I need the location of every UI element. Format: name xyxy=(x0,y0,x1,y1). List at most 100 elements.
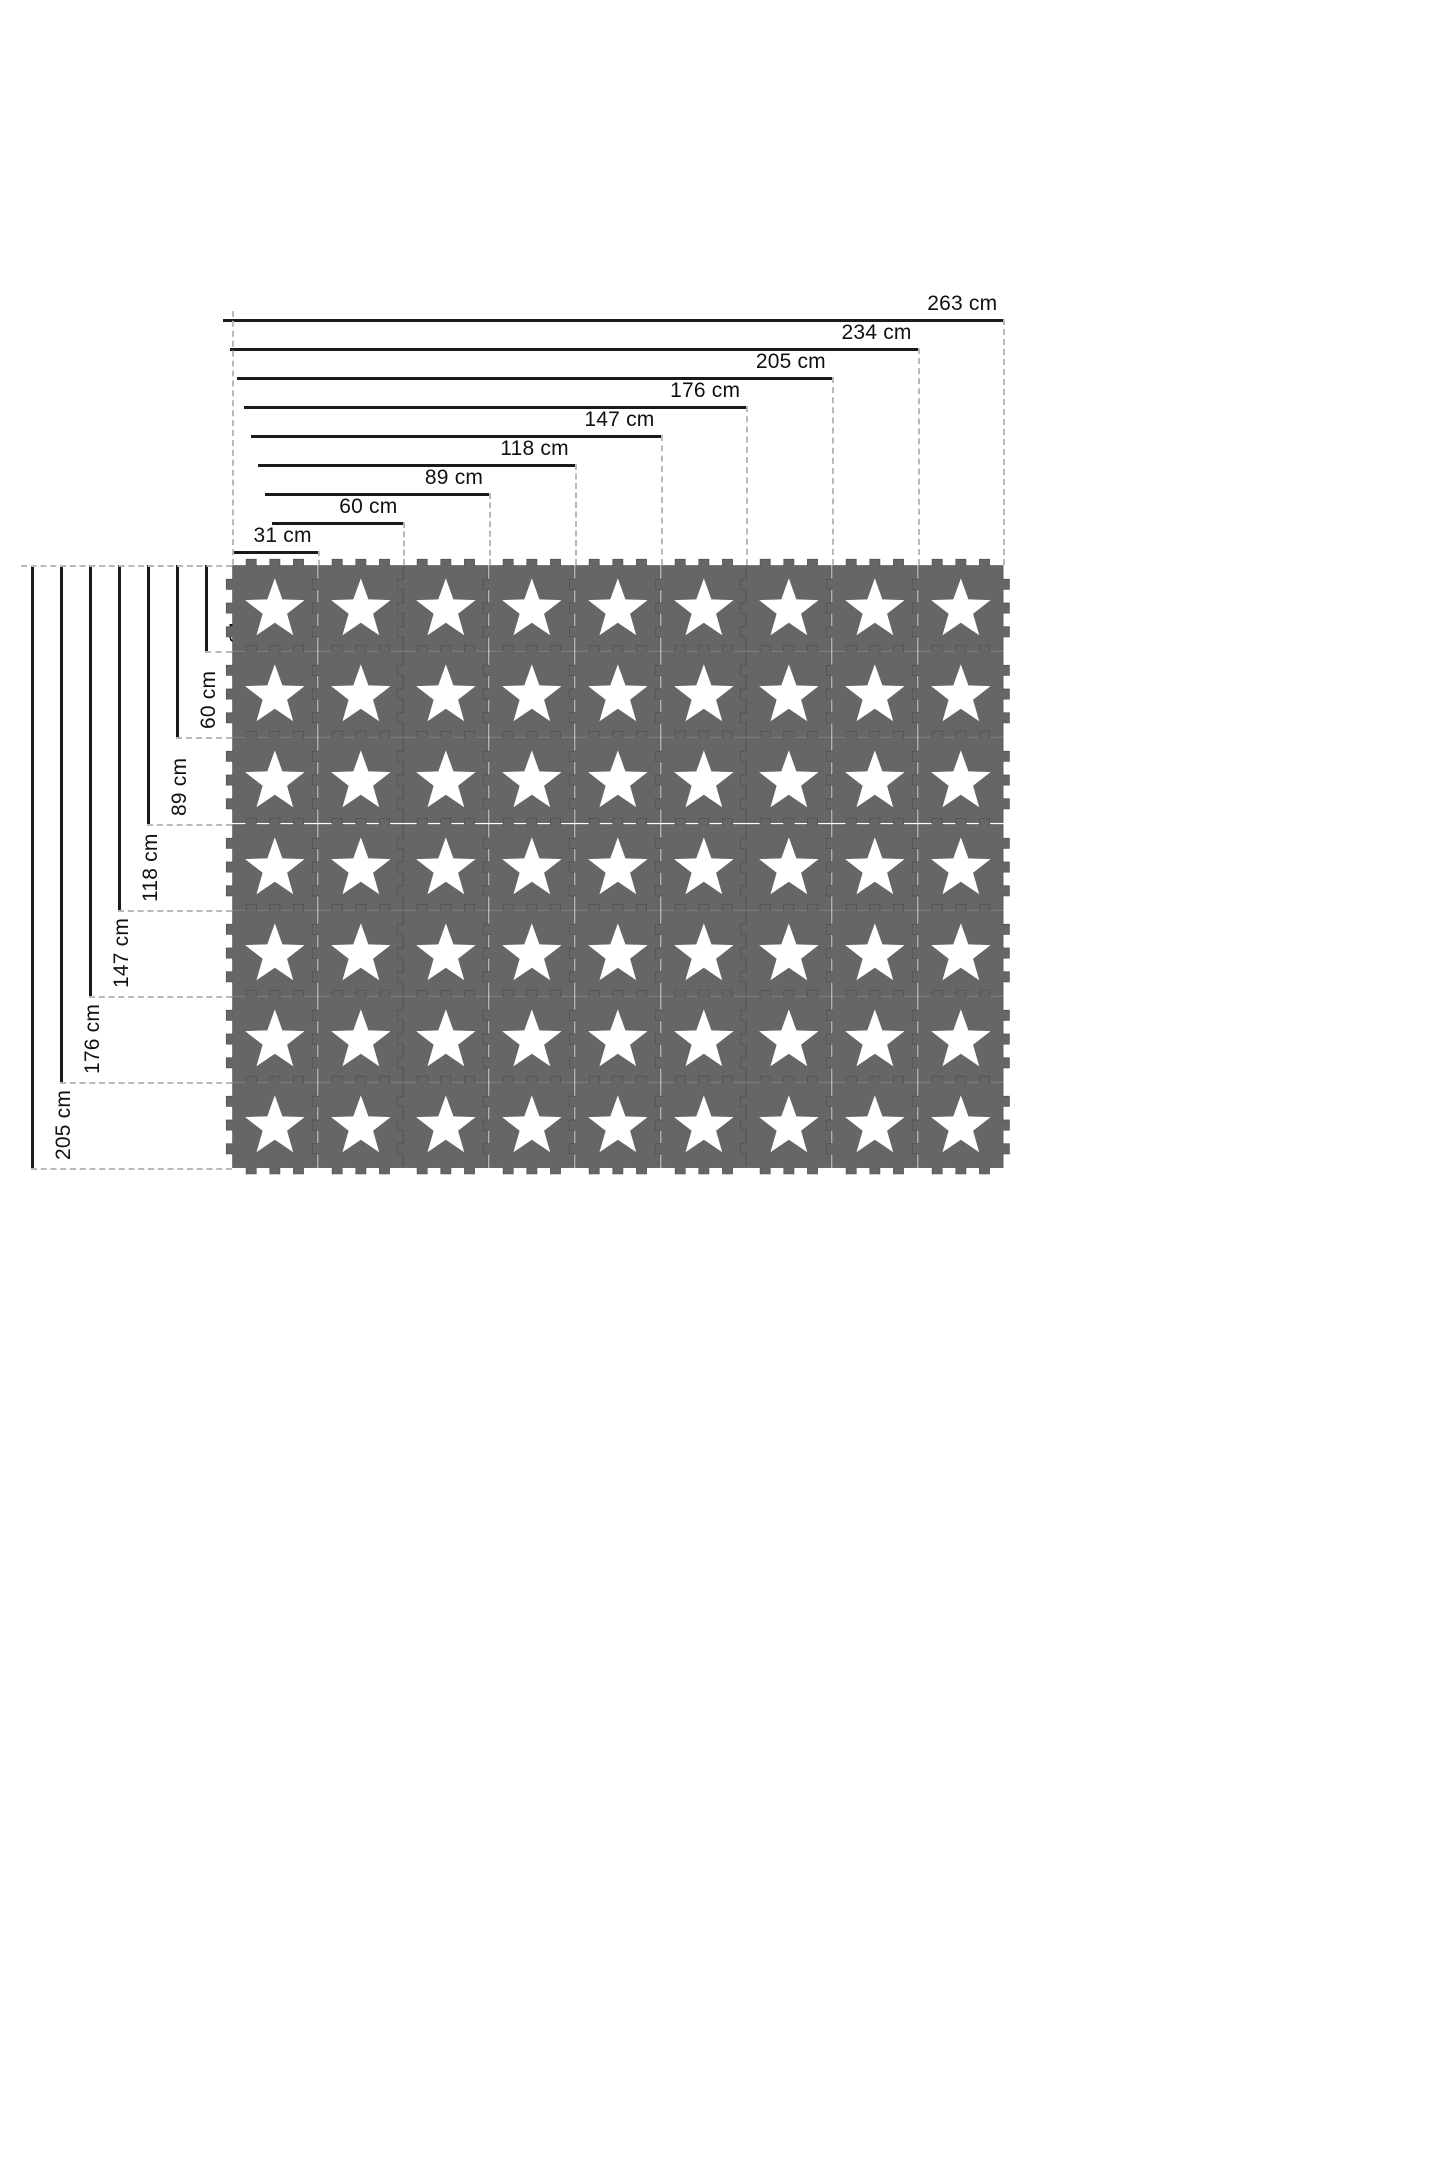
mat-tile xyxy=(482,1075,582,1175)
top-dimension-line xyxy=(265,493,490,496)
mat-tile xyxy=(311,730,411,830)
mat-tile xyxy=(654,817,754,917)
mat-tile xyxy=(568,903,668,1003)
top-dimension-line xyxy=(237,377,832,380)
mat-left-extension-line xyxy=(232,311,234,565)
top-dimension-extension-line xyxy=(574,464,577,565)
top-dimension-label: 234 cm xyxy=(841,321,912,344)
mat-tile xyxy=(396,730,496,830)
left-dimension-extension-line xyxy=(89,996,232,998)
top-dimension-label: 31 cm xyxy=(253,524,312,547)
left-dimension-extension-line xyxy=(205,651,232,654)
top-dimension-line xyxy=(223,319,1004,322)
mat-tile xyxy=(825,730,925,830)
left-dimension-line xyxy=(60,565,63,1083)
left-dimension-label: 89 cm xyxy=(168,757,191,816)
left-dimension-label: 60 cm xyxy=(197,671,220,730)
mat-tile xyxy=(482,903,582,1003)
left-dimension-label: 147 cm xyxy=(110,917,133,988)
mat-tile xyxy=(654,989,754,1089)
mat-tile xyxy=(396,1075,496,1175)
left-dimension-label: 205 cm xyxy=(52,1090,75,1161)
mat-tile xyxy=(311,644,411,744)
mat-tile xyxy=(911,730,1011,830)
mat-tile xyxy=(225,817,325,917)
mat-tile xyxy=(396,558,496,658)
top-dimension-extension-line xyxy=(917,348,920,565)
mat-tile xyxy=(739,989,839,1089)
top-dimension-label: 89 cm xyxy=(424,466,484,489)
mat-tile xyxy=(911,644,1011,744)
mat-tile xyxy=(225,558,325,658)
top-dimension-label: 118 cm xyxy=(500,437,569,460)
top-dimension-label: 176 cm xyxy=(670,379,741,402)
top-dimension-extension-line xyxy=(403,522,406,565)
mat-tile xyxy=(825,817,925,917)
mat-tile xyxy=(396,903,496,1003)
mat-tile xyxy=(825,558,925,658)
left-dimension-extension-line xyxy=(147,823,232,826)
left-dimension-extension-line xyxy=(118,909,232,912)
mat-tile xyxy=(396,644,496,744)
top-dimension-label: 147 cm xyxy=(584,408,655,431)
puzzle-mat xyxy=(225,558,1010,1175)
top-dimension-label: 205 cm xyxy=(755,350,826,373)
mat-tile xyxy=(482,644,582,744)
top-dimension-extension-line xyxy=(317,551,320,565)
mat-tile xyxy=(825,644,925,744)
left-dimension-line xyxy=(31,565,34,1169)
mat-tile xyxy=(568,644,668,744)
top-dimension-line xyxy=(272,522,404,525)
mat-tile xyxy=(568,730,668,830)
mat-tile xyxy=(225,989,325,1089)
mat-tile xyxy=(825,989,925,1089)
top-dimension-label: 60 cm xyxy=(339,495,398,518)
mat-tile xyxy=(911,817,1011,917)
mat-tile xyxy=(311,817,411,917)
mat-tile xyxy=(654,903,754,1003)
mat-tile xyxy=(396,817,496,917)
left-dimension-label: 118 cm xyxy=(139,833,162,902)
mat-tile xyxy=(482,989,582,1089)
mat-tile xyxy=(654,644,754,744)
left-dimension-extension-line xyxy=(31,1168,232,1171)
mat-tile xyxy=(739,730,839,830)
left-dimension-line xyxy=(205,565,208,652)
mat-tile xyxy=(911,1075,1011,1175)
mat-tile xyxy=(225,644,325,744)
mat-tile xyxy=(739,558,839,658)
mat-tile xyxy=(568,1075,668,1175)
left-dimension-line xyxy=(147,565,150,824)
top-dimension-line xyxy=(251,435,661,438)
left-dimension-extension-line xyxy=(60,1082,232,1085)
mat-top-extension-line xyxy=(21,565,232,567)
mat-tile xyxy=(654,558,754,658)
mat-tile xyxy=(482,817,582,917)
top-dimension-line xyxy=(244,406,747,409)
mat-tile xyxy=(311,989,411,1089)
left-dimension-extension-line xyxy=(176,737,232,740)
mat-tile xyxy=(225,903,325,1003)
top-dimension-extension-line xyxy=(831,377,834,565)
mat-tile xyxy=(311,1075,411,1175)
top-dimension-label: 263 cm xyxy=(927,292,998,315)
left-dimension-line xyxy=(176,565,179,738)
mat-tile xyxy=(396,989,496,1089)
top-dimension-line xyxy=(232,551,318,554)
mat-tile xyxy=(911,989,1011,1089)
mat-tile xyxy=(311,558,411,658)
mat-tile xyxy=(568,558,668,658)
top-dimension-extension-line xyxy=(660,435,663,565)
mat-tile xyxy=(911,903,1011,1003)
mat-tile xyxy=(225,730,325,830)
left-dimension-line xyxy=(118,565,121,910)
mat-tile xyxy=(825,903,925,1003)
mat-tile xyxy=(225,1075,325,1175)
mat-tile xyxy=(739,644,839,744)
left-dimension-label: 176 cm xyxy=(81,1004,104,1075)
top-dimension-line xyxy=(230,348,918,351)
mat-tile xyxy=(311,903,411,1003)
mat-tile xyxy=(482,730,582,830)
top-dimension-extension-line xyxy=(1003,319,1006,565)
